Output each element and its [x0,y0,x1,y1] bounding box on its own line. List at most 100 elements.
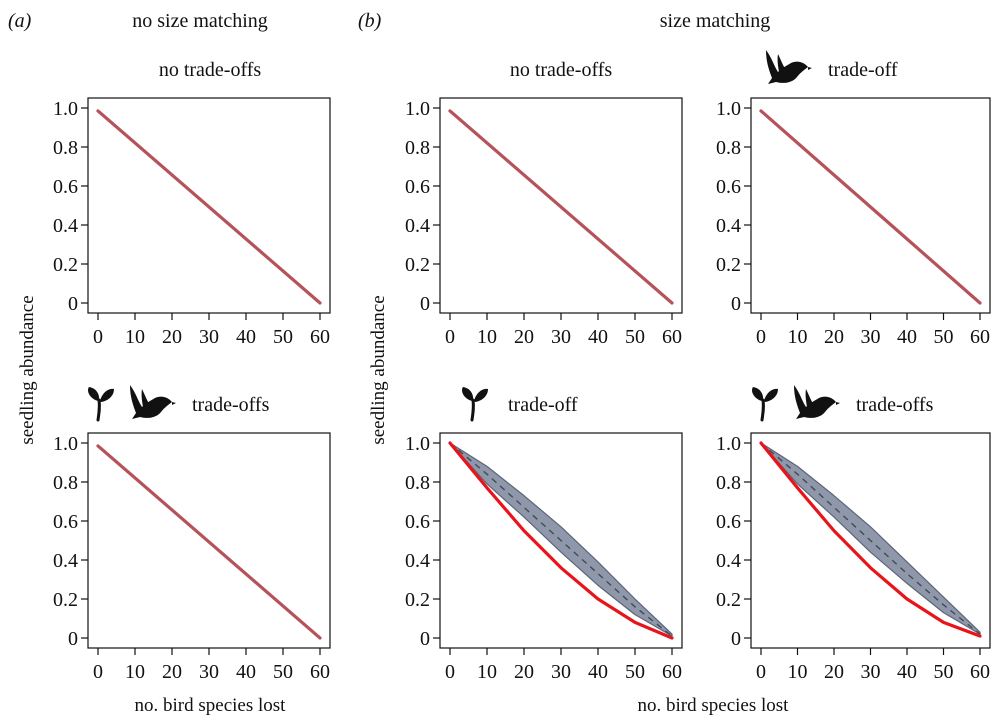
x-tick-label: 50 [934,326,954,348]
y-tick-label: 1.0 [53,98,78,120]
panel-a-title: no size matching [132,10,268,32]
y-tick-label: 0.2 [716,254,741,276]
panel-b-letter: (b) [358,10,382,32]
bird-icon [130,385,176,419]
y-tick-label: 0 [68,293,78,315]
y-tick-label: 0.4 [716,215,741,237]
seedling-icon [88,387,114,422]
band-mean-line [760,442,981,635]
x-tick-label: 30 [861,661,881,683]
panel-b-top-left: no trade-offs 0 0.2 0.4 0.6 0.8 1.0 0 10 20 30 40 50… [405,59,683,348]
x-tick-label: 60 [310,661,330,683]
panels: no trade-offs 0 0.2 0.4 0.6 0.8 1.0 0 10 20 30 40 50… [53,50,991,683]
y-tick-label: 0.4 [405,215,430,237]
y-tick-label: 0 [420,293,430,315]
x-tick-label: 20 [514,326,534,348]
y-tick-label: 0.8 [716,137,741,159]
panel-b-bottom-left: trade-off 0 0.2 0.4 0.6 0.8 1.0 0 10 20 30 40 50 60 [405,387,683,683]
panel-title: no trade-offs [159,59,262,81]
x-axis-label-b: no. bird species lost [638,695,790,716]
series-line [448,441,674,640]
x-tick-label: 60 [310,326,330,348]
panel-heading: trade-offs [752,385,934,422]
x-tick-label: 10 [477,661,497,683]
bird-body [794,385,836,419]
y-tick-label: 0 [68,628,78,650]
y-tick-label: 0 [731,628,741,650]
y-tick-label: 0.8 [53,137,78,159]
y-tick-label: 0.8 [716,472,741,494]
panel-b-bottom-right: trade-offs 0 0.2 0.4 0.6 0.8 1.0 0 10 20 30 40 50 60 [716,385,991,683]
seedling-icon [752,387,778,422]
x-tick-label: 30 [199,661,219,683]
seedling-stem [760,398,765,422]
y-tick-label: 1.0 [405,433,430,455]
x-tick-label: 50 [273,661,293,683]
y-tick-label: 0.6 [53,176,78,198]
band-mean-line [449,442,673,637]
x-tick-label: 40 [588,661,608,683]
bird-beak [808,67,812,70]
seedling-leaf-right [100,388,114,402]
bird-icon [794,385,840,419]
series-line [96,109,322,305]
bird-beak [172,402,176,405]
series-line [759,441,982,638]
x-tick-label: 0 [93,326,103,348]
seedling-leaf-right [764,388,778,402]
y-tick-label: 1.0 [53,433,78,455]
seedling-leaf-left [462,387,474,401]
panel-title: trade-off [828,59,898,81]
y-tick-label: 0.8 [405,137,430,159]
panel-heading: trade-offs [88,385,270,422]
y-tick-label: 0.2 [53,254,78,276]
panel-heading: no trade-offs [510,59,613,81]
seedling-leaf-left [88,387,100,401]
y-tick-label: 0.4 [53,215,78,237]
y-tick-label: 0.6 [405,176,430,198]
x-tick-label: 10 [125,326,145,348]
x-tick-label: 0 [756,661,766,683]
panel-title: trade-offs [856,394,934,416]
bird-icon [766,50,812,84]
x-axis-label-a: no. bird species lost [135,695,287,716]
seedling-stem [470,398,475,422]
y-tick-label: 0.2 [53,589,78,611]
x-tick-label: 30 [861,326,881,348]
y-tick-label: 0 [731,293,741,315]
x-tick-label: 50 [273,326,293,348]
confidence-band [449,442,673,637]
y-tick-label: 0.2 [405,254,430,276]
y-tick-label: 0.6 [53,511,78,533]
panel-b-top-right: trade-off 0 0.2 0.4 0.6 0.8 1.0 0 10 20 30 40 50 60 [716,50,991,348]
x-tick-label: 60 [970,661,990,683]
x-tick-label: 30 [199,326,219,348]
x-tick-label: 40 [236,661,256,683]
x-tick-label: 20 [162,661,182,683]
x-tick-label: 40 [897,326,917,348]
y-tick-label: 0.6 [716,176,741,198]
y-tick-label: 0.2 [405,589,430,611]
x-tick-label: 0 [93,661,103,683]
y-tick-label: 0.2 [716,589,741,611]
panel-a-top: no trade-offs 0 0.2 0.4 0.6 0.8 1.0 0 10 20 30 40 50… [53,59,331,348]
bird-body [130,385,172,419]
panel-heading: no trade-offs [159,59,262,81]
seedling-leaf-right [474,388,488,402]
x-tick-label: 10 [788,661,808,683]
panel-a-letter: (a) [8,10,32,32]
y-tick-label: 1.0 [716,433,741,455]
y-tick-label: 0.8 [53,472,78,494]
x-tick-label: 40 [236,326,256,348]
x-tick-label: 40 [588,326,608,348]
x-tick-label: 60 [970,326,990,348]
bird-body [766,50,808,84]
x-tick-label: 30 [551,661,571,683]
y-axis-label-a: seedling abundance [17,295,38,444]
panel-title: trade-offs [192,394,270,416]
bird-wing [805,389,814,407]
series-line [96,444,322,640]
seedling-leaf-left [752,387,764,401]
series-line [759,109,982,305]
